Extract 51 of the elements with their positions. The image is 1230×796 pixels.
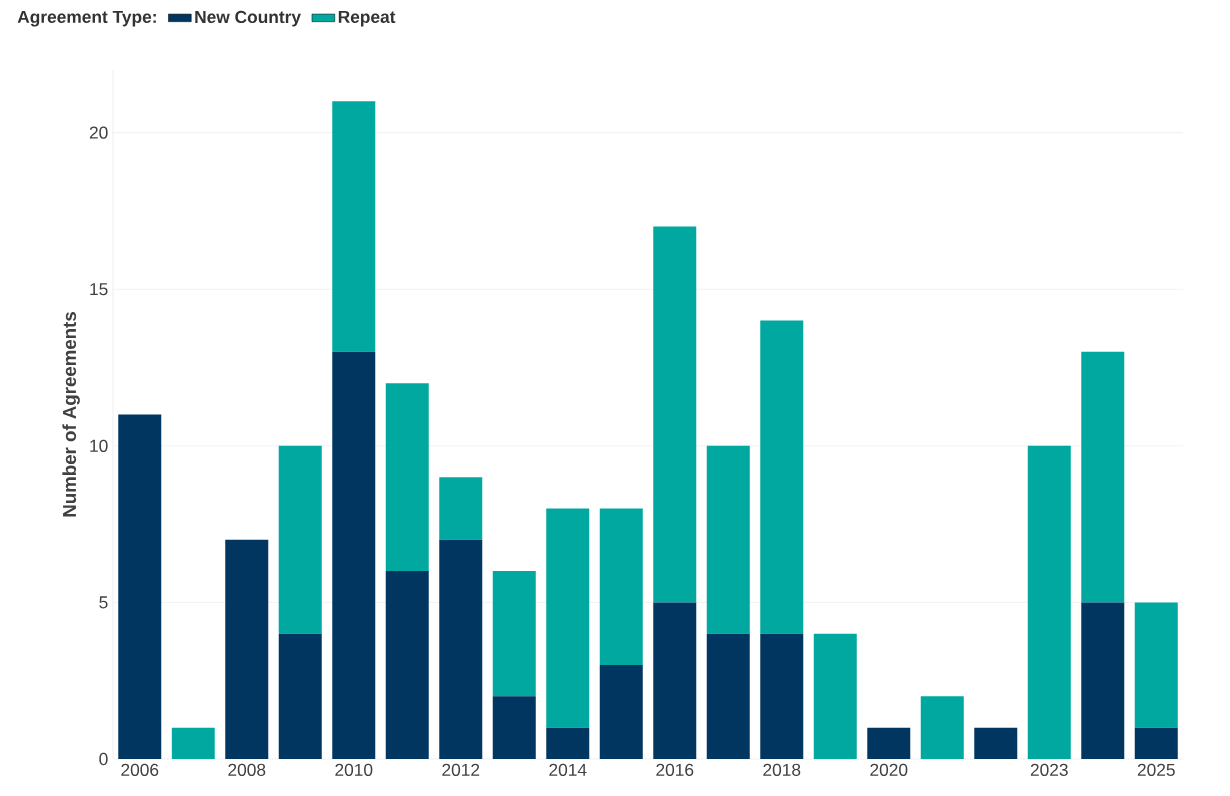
bar bbox=[332, 351, 376, 759]
x-tick-label: 2012 bbox=[442, 763, 480, 776]
bar bbox=[1081, 351, 1125, 603]
legend-label: New Country bbox=[195, 10, 301, 27]
bar bbox=[332, 101, 376, 352]
bar bbox=[278, 633, 322, 759]
bar bbox=[1081, 602, 1125, 759]
y-tick-label: 0 bbox=[99, 752, 108, 766]
bar bbox=[278, 445, 322, 634]
x-tick-label: 2006 bbox=[121, 763, 159, 776]
x-tick-label: 2023 bbox=[1030, 763, 1068, 776]
bar bbox=[546, 727, 590, 759]
bar bbox=[599, 665, 643, 759]
bar bbox=[225, 539, 269, 759]
bar bbox=[492, 696, 536, 759]
y-tick-label: 5 bbox=[99, 596, 108, 609]
bar bbox=[760, 633, 804, 759]
x-tick-label: 2016 bbox=[656, 763, 694, 776]
x-tick-label: 2025 bbox=[1137, 763, 1175, 776]
y-tick-label: 15 bbox=[90, 283, 108, 296]
bar bbox=[492, 571, 536, 697]
bar bbox=[653, 602, 697, 759]
bar bbox=[920, 696, 964, 759]
y-tick-label: 20 bbox=[89, 126, 108, 139]
bar bbox=[439, 539, 483, 759]
bar bbox=[385, 383, 429, 572]
bar bbox=[385, 571, 429, 759]
bar bbox=[1027, 445, 1071, 759]
bar bbox=[1134, 602, 1178, 728]
bar bbox=[118, 414, 162, 759]
bar bbox=[706, 633, 750, 759]
bar bbox=[1134, 727, 1178, 759]
bar bbox=[439, 477, 483, 540]
bar bbox=[706, 445, 750, 634]
bar bbox=[974, 727, 1018, 759]
x-tick-label: 2018 bbox=[763, 763, 801, 776]
x-tick-label: 2020 bbox=[870, 763, 908, 776]
bar bbox=[867, 727, 911, 759]
legend-label: Repeat bbox=[338, 10, 396, 27]
bar bbox=[760, 320, 804, 634]
bar bbox=[546, 508, 590, 728]
y-axis-title: Number of Agreements bbox=[62, 312, 80, 517]
x-tick-label: 2014 bbox=[549, 763, 587, 776]
x-tick-label: 2010 bbox=[335, 763, 373, 776]
bar bbox=[171, 727, 215, 759]
bar bbox=[653, 226, 697, 603]
x-tick-label: 2008 bbox=[228, 763, 266, 776]
legend-title: Agreement Type: bbox=[17, 10, 156, 27]
bar bbox=[813, 633, 857, 759]
y-tick-label: 10 bbox=[90, 439, 108, 452]
bar bbox=[599, 508, 643, 666]
